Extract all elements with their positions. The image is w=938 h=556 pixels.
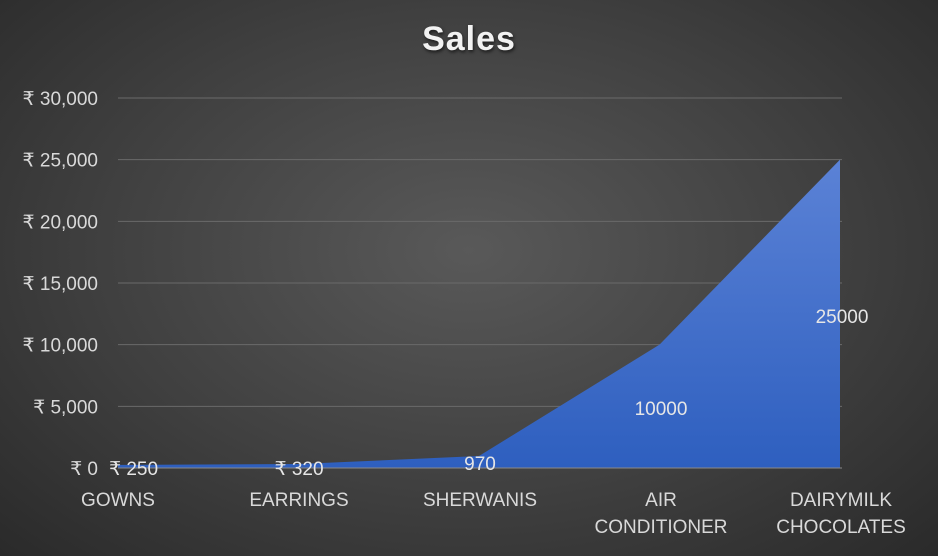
sales-area [118, 159, 840, 468]
y-tick-label: ₹ 15,000 [23, 274, 98, 295]
y-tick-label: ₹ 0 [70, 459, 98, 480]
data-label: ₹ 320 [274, 459, 323, 480]
data-label: 10000 [635, 399, 688, 420]
y-tick-label: ₹ 25,000 [23, 151, 98, 172]
gridlines [118, 97, 842, 407]
data-label: 25000 [816, 307, 869, 328]
y-tick-label: ₹ 10,000 [23, 336, 98, 357]
y-tick-label: ₹ 30,000 [23, 89, 98, 110]
x-category-label: SHERWANIS [423, 490, 537, 511]
x-axis-category-labels: GOWNS EARRINGS SHERWANIS AIR CONDITIONER DAIR… [81, 490, 906, 538]
data-label: ₹ 250 [109, 459, 158, 480]
x-category-label: GOWNS [81, 490, 155, 511]
x-category-label: AIR CONDITIONER [595, 490, 728, 538]
x-category-label: EARRINGS [249, 490, 348, 511]
x-category-label: DAIRYMILK CHOCOLATES [776, 490, 906, 538]
y-tick-label: ₹ 20,000 [23, 212, 98, 233]
chart-title: Sales [422, 20, 516, 58]
data-labels: ₹ 250 ₹ 320 970 10000 25000 [109, 307, 868, 480]
y-axis-tick-labels: ₹ 0 ₹ 5,000 ₹ 10,000 ₹ 15,000 ₹ 20,000 ₹ 25,0… [23, 89, 98, 480]
y-tick-label: ₹ 5,000 [33, 397, 98, 418]
area-series [118, 159, 842, 469]
data-label: 970 [464, 454, 496, 475]
